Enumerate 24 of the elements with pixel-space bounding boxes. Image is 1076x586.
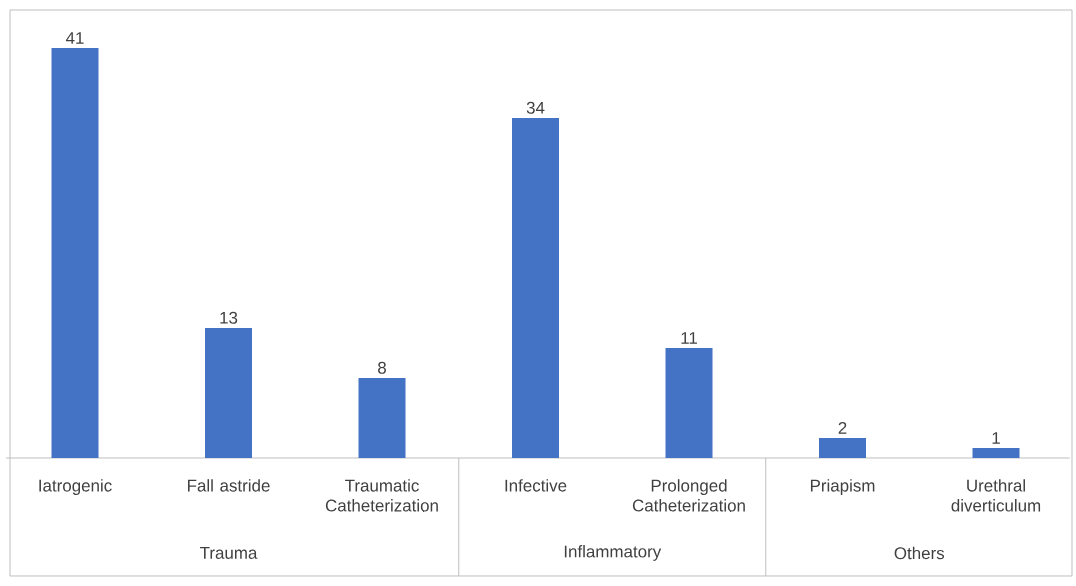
x-tick-label: Infective — [505, 479, 567, 492]
bar — [972, 447, 1020, 458]
data-label: 8 — [378, 361, 386, 374]
bar — [205, 327, 253, 458]
bar — [358, 377, 406, 458]
x-tick-label: Priapism — [810, 479, 875, 495]
x-tick-label: Prolonged Catheterization — [632, 479, 745, 512]
x-tick-label: Urethral diverticulum — [951, 479, 1041, 512]
bar — [51, 47, 99, 458]
text: Trauma — [200, 547, 258, 559]
bar — [512, 117, 560, 458]
bar — [819, 437, 867, 458]
data-label: 13 — [220, 311, 238, 324]
text: Inflammatory — [564, 545, 662, 561]
data-label: 34 — [526, 101, 545, 114]
data-label: 41 — [65, 32, 84, 44]
x-tick-label: Traumatic Catheterization — [325, 479, 438, 512]
x-tick-label: Iatrogenic — [39, 479, 112, 495]
data-label: 11 — [681, 332, 697, 344]
text: Others — [894, 546, 945, 560]
data-label: 2 — [838, 421, 847, 434]
data-label: 1 — [992, 432, 1000, 444]
bar — [665, 347, 713, 458]
x-tick-label: Fall astride — [188, 479, 270, 492]
